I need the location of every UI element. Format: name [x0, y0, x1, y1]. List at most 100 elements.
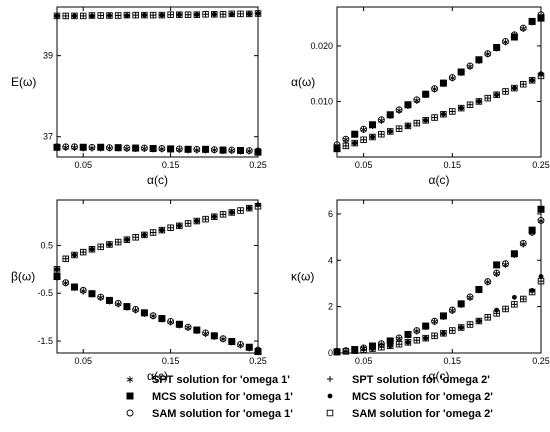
data-point	[333, 145, 341, 152]
data-point	[132, 144, 140, 152]
data-point	[538, 278, 544, 285]
data-point	[422, 90, 430, 98]
data-point	[79, 286, 87, 294]
data-point	[342, 142, 349, 149]
series-dot	[334, 71, 544, 150]
data-point	[149, 229, 157, 236]
data-point: ∗	[492, 267, 501, 280]
data-point: ∗	[122, 142, 131, 155]
data-point	[413, 120, 420, 127]
data-point	[210, 332, 218, 340]
data-point	[149, 144, 157, 152]
data-point	[245, 343, 253, 351]
data-point	[229, 210, 235, 215]
data-point	[107, 242, 112, 247]
data-point	[237, 340, 244, 348]
data-point	[158, 226, 166, 234]
data-point	[79, 12, 87, 20]
data-point: ∗	[501, 258, 510, 271]
data-point	[54, 13, 60, 19]
data-point	[88, 290, 96, 298]
y-tick-label: 39	[43, 51, 53, 61]
data-point	[97, 12, 104, 19]
data-point	[441, 111, 446, 117]
data-point	[449, 108, 456, 115]
data-point	[475, 56, 483, 64]
y-tick-label: 0.5	[40, 240, 53, 250]
data-point	[229, 11, 235, 17]
data-point	[439, 312, 447, 320]
data-point	[176, 223, 182, 229]
data-point	[72, 13, 77, 19]
data-point: ∗	[448, 72, 457, 85]
data-point	[167, 145, 175, 153]
data-point	[351, 130, 359, 138]
data-point	[53, 12, 61, 20]
data-point	[387, 129, 393, 134]
series-open-square	[333, 277, 545, 356]
legend-marker-square	[126, 392, 134, 400]
data-point	[519, 24, 527, 32]
data-point	[484, 278, 492, 286]
data-point	[476, 318, 482, 324]
legend-marker-circle	[126, 409, 134, 417]
data-point	[511, 84, 518, 92]
legend-marker-plus	[327, 376, 333, 382]
data-point	[439, 79, 447, 87]
data-point	[211, 213, 218, 220]
data-point	[423, 335, 429, 341]
plot-frame	[336, 6, 542, 158]
data-point	[511, 301, 518, 308]
data-point	[185, 220, 192, 227]
data-point	[422, 322, 430, 330]
data-point	[228, 146, 236, 154]
y-axis-label: κ(ω)	[291, 270, 314, 284]
data-point	[219, 335, 227, 343]
data-point	[246, 11, 252, 17]
data-point	[475, 286, 483, 293]
plot-frame	[56, 6, 259, 158]
data-point	[211, 11, 218, 18]
y-tick-label: -1.5	[37, 336, 53, 346]
data-point	[511, 301, 518, 308]
data-point	[423, 117, 429, 123]
data-point	[458, 105, 464, 111]
series-open-square	[53, 10, 262, 20]
data-point	[150, 229, 157, 236]
data-point	[440, 330, 447, 337]
y-axis-label: α(ω)	[291, 75, 315, 89]
data-point	[193, 326, 201, 334]
data-point	[97, 143, 105, 151]
data-point	[167, 145, 175, 153]
data-point	[132, 234, 139, 241]
series-square	[53, 143, 262, 156]
data-point	[377, 116, 385, 124]
data-point	[132, 144, 140, 152]
data-point	[245, 343, 253, 351]
data-point	[475, 98, 483, 105]
chart-top-left: 0.050.150.253739α(c)E(ω)∗∗∗∗∗∗∗∗∗∗∗∗∗∗∗∗…	[11, 6, 267, 187]
y-tick-label: 0.020	[310, 41, 333, 51]
legend-item: SAM solution for 'omega 1'	[126, 408, 293, 420]
data-point	[175, 145, 183, 153]
data-point	[97, 293, 105, 301]
data-point	[132, 234, 139, 241]
data-point: ∗	[87, 141, 96, 154]
data-point	[193, 217, 201, 225]
x-tick-label: 0.25	[532, 356, 550, 366]
data-point: ∗	[61, 141, 70, 154]
data-point	[167, 11, 174, 18]
data-point	[511, 85, 517, 91]
data-point	[80, 12, 87, 19]
data-point	[528, 77, 536, 84]
data-point	[369, 121, 376, 129]
y-tick-label: 0.010	[310, 96, 333, 106]
data-point: ∗	[218, 333, 227, 346]
plot-frame	[336, 199, 542, 354]
data-point	[441, 330, 446, 336]
data-point	[386, 342, 394, 350]
data-point	[228, 10, 236, 18]
data-point	[475, 317, 483, 325]
x-tick-label: 0.25	[249, 160, 267, 170]
x-axis-label: α(c)	[429, 173, 450, 187]
